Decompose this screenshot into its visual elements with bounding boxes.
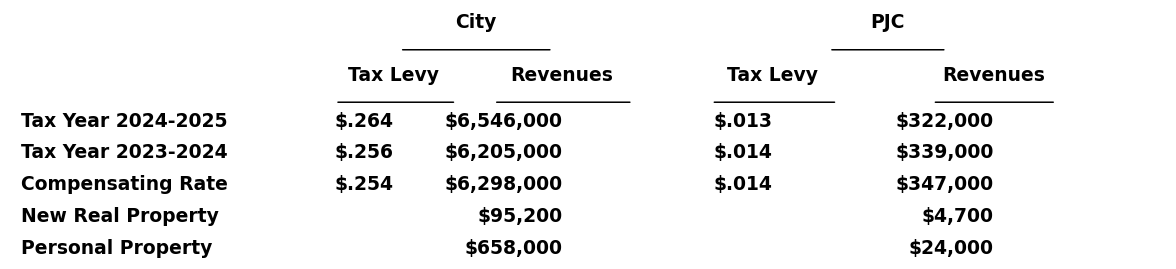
Text: $6,546,000: $6,546,000 [445, 112, 562, 130]
Text: Tax Levy: Tax Levy [348, 66, 440, 85]
Text: $347,000: $347,000 [896, 175, 994, 194]
Text: $339,000: $339,000 [895, 143, 994, 162]
Text: Compensating Rate: Compensating Rate [21, 175, 228, 194]
Text: Tax Levy: Tax Levy [727, 66, 818, 85]
Text: $24,000: $24,000 [909, 239, 994, 257]
Text: PJC: PJC [870, 13, 906, 32]
Text: $95,200: $95,200 [477, 207, 562, 226]
Text: Revenues: Revenues [942, 66, 1045, 85]
Text: Tax Year 2024-2025: Tax Year 2024-2025 [21, 112, 228, 130]
Text: $658,000: $658,000 [465, 239, 562, 257]
Text: $4,700: $4,700 [922, 207, 994, 226]
Text: $.254: $.254 [335, 175, 394, 194]
Text: New Real Property: New Real Property [21, 207, 219, 226]
Text: $6,298,000: $6,298,000 [445, 175, 562, 194]
Text: $.264: $.264 [335, 112, 394, 130]
Text: Revenues: Revenues [510, 66, 614, 85]
Text: $.013: $.013 [714, 112, 773, 130]
Text: Tax Year 2023-2024: Tax Year 2023-2024 [21, 143, 228, 162]
Text: $.014: $.014 [714, 143, 773, 162]
Text: $.256: $.256 [335, 143, 394, 162]
Text: $322,000: $322,000 [896, 112, 994, 130]
Text: City: City [455, 13, 497, 32]
Text: $.014: $.014 [714, 175, 773, 194]
Text: Personal Property: Personal Property [21, 239, 213, 257]
Text: $6,205,000: $6,205,000 [445, 143, 562, 162]
